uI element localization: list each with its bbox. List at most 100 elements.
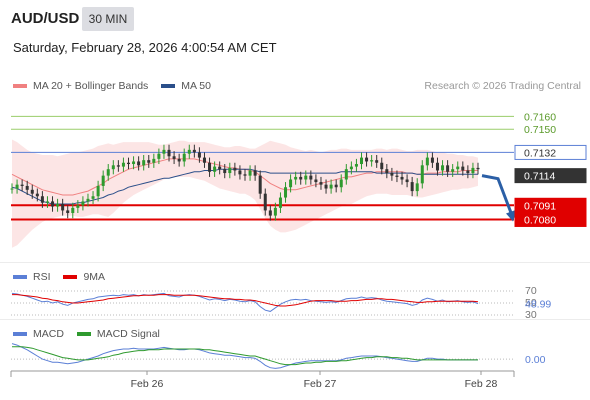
candle: [441, 160, 445, 176]
candle-body: [243, 174, 247, 176]
candle: [81, 196, 85, 211]
candle: [273, 202, 277, 221]
legend-ma50: MA 50: [161, 80, 211, 92]
chart-header: AUD/USD 30 MIN Saturday, February 28, 20…: [0, 0, 590, 72]
candle-body: [430, 157, 434, 163]
candle: [258, 170, 262, 199]
level-label-target: 0.7150: [524, 124, 556, 136]
legend-macd-signal: MACD Signal: [76, 328, 160, 340]
candle-body: [66, 210, 70, 214]
candle: [162, 144, 166, 159]
candle: [30, 184, 34, 199]
candle-body: [273, 207, 277, 216]
candle-body: [208, 162, 212, 172]
candle: [121, 157, 125, 172]
candle-body: [461, 166, 465, 171]
candle-body: [157, 153, 161, 159]
candle-body: [137, 161, 141, 166]
candle-body: [319, 182, 323, 185]
level-box-last: [514, 168, 587, 184]
candle: [385, 164, 389, 179]
candle: [233, 162, 237, 176]
forecast-arrow-path: [481, 174, 514, 216]
legend-macd: MACD: [13, 328, 64, 340]
candle-body: [45, 201, 49, 203]
candle-body: [10, 188, 14, 190]
candle-body: [314, 179, 318, 183]
candle: [420, 160, 424, 189]
candle: [172, 151, 176, 165]
panel-separator: [0, 319, 590, 320]
macd-layer: 0.00: [11, 343, 546, 369]
x-axis-label: Feb 26: [131, 378, 164, 390]
candle-body: [233, 167, 237, 171]
candle-body: [182, 153, 186, 162]
candle: [263, 188, 267, 216]
macd-line: [11, 343, 478, 369]
candle: [253, 165, 257, 181]
candle: [359, 152, 364, 170]
rsi-tick-50: 50: [525, 297, 537, 309]
price-legend: MA 20 + Bollinger Bands MA 50: [13, 80, 211, 92]
candle-body: [415, 183, 419, 192]
forecast-arrow-head: [506, 209, 517, 222]
candle-body: [20, 184, 24, 186]
candle-body: [142, 160, 146, 166]
candle-body: [456, 166, 460, 170]
candle-body: [111, 165, 115, 170]
candle: [238, 165, 242, 180]
candle-body: [162, 149, 166, 154]
candle-body: [446, 165, 450, 172]
candle-body: [86, 198, 90, 202]
level-label-pivot: 0.7132: [524, 147, 556, 159]
candle: [415, 178, 419, 197]
level-lines-layer: [11, 115, 514, 221]
legend-ma20-bb: MA 20 + Bollinger Bands: [13, 80, 148, 92]
candle-body: [238, 170, 242, 175]
candle: [461, 161, 465, 176]
rsi-ma-line: [12, 294, 479, 307]
candle: [471, 162, 475, 179]
candle-body: [339, 179, 343, 188]
candle: [101, 170, 105, 192]
candle: [410, 176, 414, 197]
candle-body: [289, 179, 293, 188]
candle: [228, 162, 232, 179]
macd-signal-line: [12, 346, 478, 366]
timeframe-button[interactable]: 30 MIN: [82, 7, 134, 31]
candle: [349, 161, 353, 175]
candle-body: [284, 187, 288, 198]
candle-body: [126, 162, 131, 165]
candle: [299, 171, 303, 185]
candle: [248, 165, 252, 181]
candle-body: [81, 201, 85, 206]
candle: [370, 155, 374, 167]
candle: [268, 205, 272, 221]
level-box-pivot: [514, 144, 587, 160]
candle-body: [466, 170, 470, 174]
rsi-tick-30: 30: [525, 309, 537, 321]
research-credit: Research © 2026 Trading Central: [424, 80, 581, 92]
candle-body: [354, 164, 358, 167]
candle: [324, 179, 328, 194]
candle-body: [197, 152, 201, 158]
candle: [187, 144, 191, 159]
candle: [157, 148, 161, 165]
rsi-legend: RSI 9MA: [13, 271, 105, 283]
candle-body: [263, 193, 267, 211]
candle: [167, 144, 171, 162]
candle-body: [441, 165, 445, 171]
candle-body: [172, 156, 176, 159]
candle: [40, 191, 44, 208]
candle: [304, 170, 308, 185]
macd-legend: MACD MACD Signal: [13, 328, 160, 340]
candle-body: [344, 169, 348, 180]
candle-body: [324, 184, 328, 189]
candle: [375, 155, 379, 168]
candle-body: [278, 197, 282, 208]
candle-body: [192, 149, 196, 153]
datetime-label: Saturday, February 28, 2026 4:00:54 AM C…: [13, 40, 277, 55]
candle-body: [101, 175, 105, 186]
